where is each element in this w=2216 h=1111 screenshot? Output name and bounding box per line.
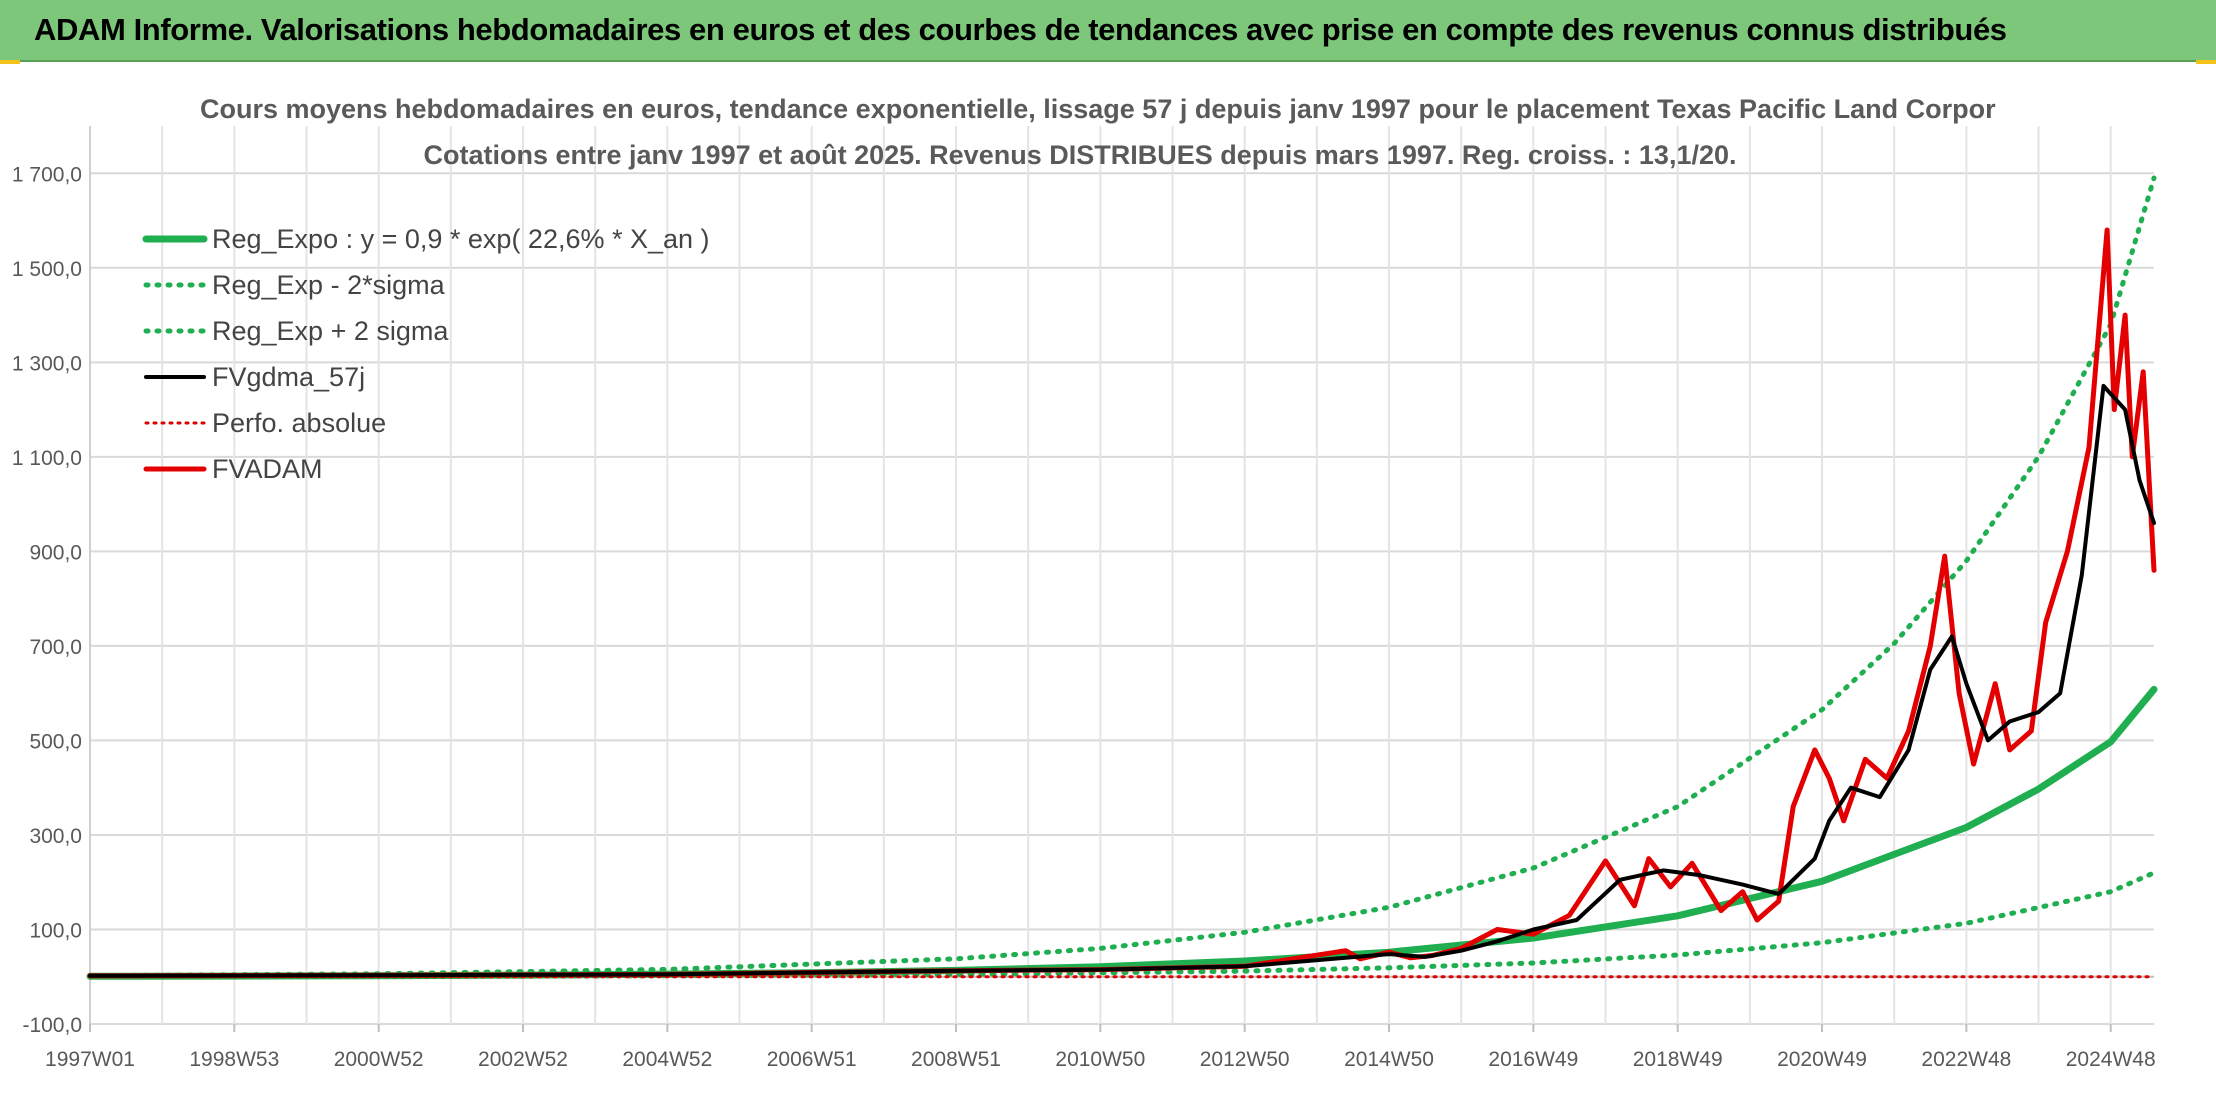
x-tick-label: 1997W01 bbox=[45, 1048, 135, 1071]
legend-item: FVgdma_57j bbox=[142, 354, 710, 400]
chart-subtitle: Cotations entre janv 1997 et août 2025. … bbox=[423, 140, 1737, 170]
legend-item: Reg_Exp - 2*sigma bbox=[142, 262, 710, 308]
x-tick-label: 1998W53 bbox=[189, 1048, 279, 1071]
legend-swatch bbox=[143, 466, 207, 472]
x-tick-label: 2002W52 bbox=[478, 1048, 568, 1071]
y-tick-label: 100,0 bbox=[29, 919, 82, 942]
legend-swatch bbox=[144, 421, 206, 425]
legend-item: Reg_Exp + 2 sigma bbox=[142, 308, 710, 354]
x-tick-label: 2020W49 bbox=[1777, 1048, 1867, 1071]
corner-mark-left bbox=[0, 60, 20, 66]
y-tick-label: 1 500,0 bbox=[12, 258, 82, 281]
line-chart: 1 700,0 1 500,0 1 300,0 1 100,0 900,0 700,0 50… bbox=[12, 126, 2158, 1071]
chart-area: 1 700,0 1 500,0 1 300,0 1 100,0 900,0 700,0 50… bbox=[0, 64, 2216, 1106]
legend-item: Reg_Expo : y = 0,9 * exp( 22,6% * X_an ) bbox=[142, 216, 710, 262]
legend-item: FVADAM bbox=[142, 446, 710, 492]
x-tick-label: 2024W48 bbox=[2066, 1048, 2156, 1071]
x-tick-label: 2006W51 bbox=[767, 1048, 857, 1071]
legend-swatch bbox=[143, 328, 207, 334]
legend-swatch bbox=[142, 235, 208, 243]
series-line-solid-thick-green bbox=[86, 685, 2158, 980]
y-tick-label: 1 100,0 bbox=[12, 447, 82, 470]
legend-label: Reg_Exp - 2*sigma bbox=[212, 269, 445, 300]
x-tick-label: 2022W48 bbox=[1921, 1048, 2011, 1071]
y-tick-label: 1 300,0 bbox=[12, 352, 82, 375]
y-tick-label: 1 700,0 bbox=[12, 163, 82, 186]
banner-title: ADAM Informe. Valorisations hebdomadaire… bbox=[34, 12, 2007, 47]
y-tick-label: -100,0 bbox=[22, 1014, 82, 1037]
x-tick-label: 2016W49 bbox=[1488, 1048, 1578, 1071]
y-axis-labels: 1 700,0 1 500,0 1 300,0 1 100,0 900,0 700,0 50… bbox=[12, 163, 82, 1037]
x-tick-label: 2010W50 bbox=[1055, 1048, 1145, 1071]
legend-label: Reg_Exp + 2 sigma bbox=[212, 315, 449, 346]
x-tick-label: 2012W50 bbox=[1200, 1048, 1290, 1071]
chart-title: Cours moyens hebdomadaires en euros, ten… bbox=[200, 94, 1996, 124]
legend-label: FVADAM bbox=[212, 453, 323, 484]
x-tick-label: 2014W50 bbox=[1344, 1048, 1434, 1071]
legend-label: FVgdma_57j bbox=[212, 361, 366, 392]
series-line-dotted-green bbox=[87, 175, 2157, 979]
y-tick-label: 700,0 bbox=[29, 636, 82, 659]
chart-legend: Reg_Expo : y = 0,9 * exp( 22,6% * X_an )… bbox=[142, 216, 710, 492]
series-layer bbox=[86, 175, 2158, 980]
x-axis-labels: 1997W01 1998W53 2000W52 2002W52 2004W52 2006W… bbox=[45, 1024, 2156, 1071]
legend-label: Perfo. absolue bbox=[212, 407, 387, 438]
legend-swatch bbox=[144, 375, 206, 379]
legend-swatch bbox=[143, 282, 207, 288]
y-tick-label: 500,0 bbox=[29, 730, 82, 753]
series-line-solid-black bbox=[88, 383, 2156, 978]
corner-mark-right bbox=[2196, 60, 2216, 66]
x-tick-label: 2018W49 bbox=[1633, 1048, 1723, 1071]
y-tick-label: 300,0 bbox=[29, 825, 82, 848]
legend-item: Perfo. absolue bbox=[142, 400, 710, 446]
x-tick-label: 2004W52 bbox=[622, 1048, 712, 1071]
x-tick-label: 2008W51 bbox=[911, 1048, 1001, 1071]
x-tick-label: 2000W52 bbox=[334, 1048, 424, 1071]
report-banner: ADAM Informe. Valorisations hebdomadaire… bbox=[0, 0, 2216, 62]
y-tick-label: 900,0 bbox=[29, 541, 82, 564]
series-line-dotted-green bbox=[87, 870, 2157, 980]
legend-label: Reg_Expo : y = 0,9 * exp( 22,6% * X_an ) bbox=[212, 223, 710, 254]
